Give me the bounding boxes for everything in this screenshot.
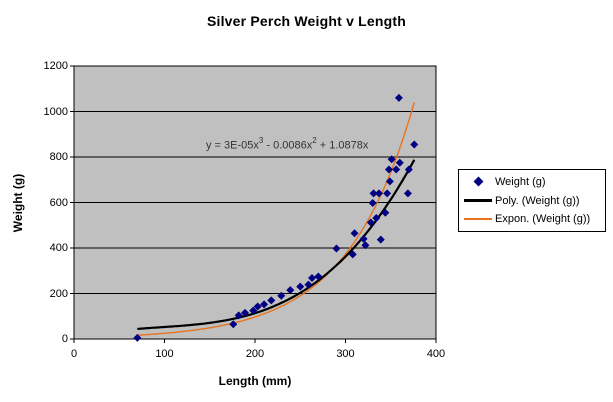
equation-exponent: 2 — [312, 136, 317, 145]
legend-entry-weight[interactable]: Weight (g) — [461, 173, 603, 191]
weight-series-point[interactable] — [374, 189, 383, 198]
legend-label: Poly. (Weight (g)) — [495, 194, 580, 207]
x-tick-label: 100 — [155, 348, 174, 360]
weight-series-point[interactable] — [392, 165, 401, 174]
poly-trendline[interactable] — [137, 159, 416, 330]
weight-series-point[interactable] — [385, 177, 394, 186]
legend-marker-cell — [461, 218, 495, 221]
legend-entry-expon[interactable]: Expon. (Weight (g)) — [461, 210, 603, 228]
legend-label: Weight (g) — [495, 175, 546, 188]
poly-line-icon — [464, 199, 492, 202]
weight-series-point[interactable] — [404, 165, 413, 174]
y-tick-label: 0 — [61, 333, 68, 345]
weight-series-point[interactable] — [383, 189, 392, 198]
x-axis-title[interactable]: Length (mm) — [218, 374, 292, 388]
weight-series-point[interactable] — [286, 286, 295, 295]
diamond-marker-icon — [473, 176, 483, 187]
x-tick-label: 300 — [336, 348, 355, 360]
y-tick-label: 600 — [49, 196, 68, 209]
chart-title[interactable]: Silver Perch Weight v Length — [206, 13, 407, 29]
weight-series-point[interactable] — [253, 302, 262, 311]
legend-entry-poly[interactable]: Poly. (Weight (g)) — [461, 192, 603, 210]
y-tick-label: 800 — [49, 151, 68, 163]
weight-series-point[interactable] — [249, 306, 258, 315]
legend-label: Expon. (Weight (g)) — [495, 213, 591, 226]
legend[interactable]: Weight (g) Poly. (Weight (g)) Expon. (We… — [458, 169, 606, 232]
y-tick-label: 1200 — [43, 60, 68, 72]
y-tick-label: 200 — [49, 287, 68, 300]
equation-part: + 1.0878x — [316, 139, 369, 152]
weight-series-point[interactable] — [234, 311, 243, 320]
weight-series-point[interactable] — [308, 274, 317, 283]
weight-series-point[interactable] — [332, 244, 341, 253]
weight-series-point[interactable] — [296, 282, 305, 291]
x-tick-label: 0 — [70, 348, 78, 360]
weight-series-point[interactable] — [372, 213, 381, 222]
weight-series-point[interactable] — [304, 280, 313, 289]
weight-series-point[interactable] — [403, 189, 412, 198]
x-tick-label: 200 — [245, 348, 265, 360]
weight-series-point[interactable] — [267, 296, 276, 305]
weight-series-point[interactable] — [369, 189, 378, 198]
weight-series-point[interactable] — [359, 234, 368, 243]
weight-series-point[interactable] — [350, 229, 359, 238]
weight-series-point[interactable] — [410, 140, 419, 149]
weight-series-point[interactable] — [381, 208, 390, 217]
legend-marker-cell — [461, 199, 495, 202]
weight-series-point[interactable] — [314, 272, 323, 281]
weight-series-point[interactable] — [133, 333, 142, 342]
trendline-equation-label[interactable]: y = 3E-05x3 - 0.0086x2 + 1.0878x — [206, 136, 369, 152]
equation-part: y = 3E-05x — [206, 139, 259, 152]
weight-series-point[interactable] — [277, 291, 286, 300]
weight-series-point[interactable] — [366, 218, 375, 227]
weight-series-point[interactable] — [229, 320, 238, 329]
x-tick-label: 400 — [426, 348, 446, 360]
legend-marker-cell — [461, 176, 495, 187]
weight-series-point[interactable] — [384, 165, 393, 174]
weight-series-point[interactable] — [348, 250, 357, 259]
weight-series-point[interactable] — [260, 300, 269, 309]
equation-part: - 0.0086x — [263, 139, 313, 152]
equation-exponent: 3 — [258, 136, 264, 145]
weight-series-point[interactable] — [394, 93, 403, 102]
weight-series-point[interactable] — [376, 235, 385, 244]
weight-series-point[interactable] — [368, 198, 377, 207]
weight-series-point[interactable] — [395, 158, 404, 167]
weight-series-point[interactable] — [241, 308, 250, 317]
y-axis-title[interactable]: Weight (g) — [11, 173, 25, 233]
expon-line-icon — [464, 218, 492, 221]
expon-trendline[interactable] — [137, 102, 415, 336]
y-tick-label: 1000 — [43, 105, 68, 118]
weight-series-point[interactable] — [387, 155, 396, 164]
weight-series-point[interactable] — [361, 241, 370, 250]
y-tick-label: 400 — [49, 242, 68, 254]
